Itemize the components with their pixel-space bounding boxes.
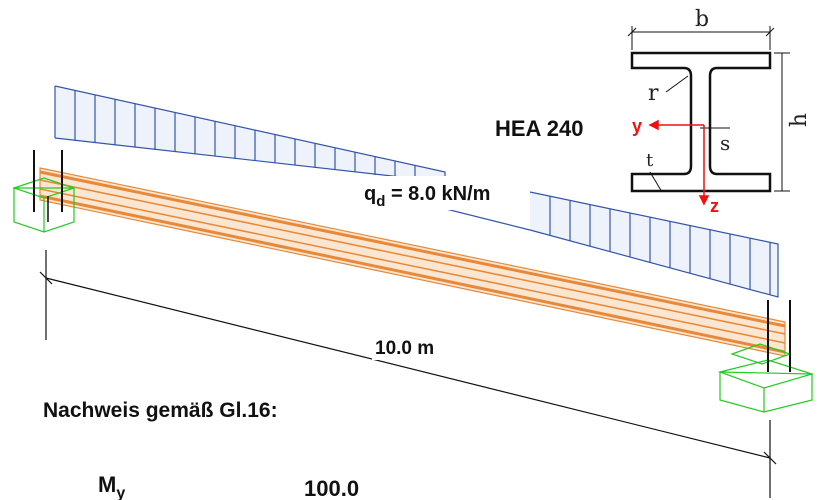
svg-text:10.0 m: 10.0 m (375, 338, 434, 359)
dim-r-arrow (665, 75, 689, 93)
dim-r-label: r (648, 81, 659, 106)
cross-section: b h r s t y z (495, 7, 812, 216)
load-label: qd = 8.0 kN/m (360, 176, 530, 210)
svg-text:qd = 8.0 kN/m: qd = 8.0 kN/m (364, 183, 490, 210)
load-value: = 8.0 kN/m (385, 183, 490, 205)
load-subscript: d (376, 193, 385, 210)
moment-label: My (98, 472, 125, 500)
dim-b-line (627, 26, 775, 50)
support-right (717, 300, 815, 413)
moment-value: 100.0 (304, 476, 359, 500)
section-axes (648, 119, 710, 206)
support-left (12, 150, 76, 233)
span-dimension (39, 250, 777, 498)
dim-t-line (649, 171, 663, 193)
load-segment-left (54, 85, 446, 183)
section-name: HEA 240 (495, 116, 583, 141)
dim-h-line (774, 52, 790, 192)
distributed-load (54, 85, 779, 298)
i-beam-outline (630, 51, 772, 193)
dim-t-label: t (646, 150, 654, 171)
dim-b-label: b (695, 7, 709, 32)
check-heading: Nachweis gemäß Gl.16: (43, 399, 278, 422)
dim-s-label: s (720, 131, 730, 155)
span-label: 10.0 m (372, 336, 456, 360)
axis-y-label: y (632, 116, 642, 136)
load-symbol: q (364, 183, 376, 205)
dim-h-label: h (787, 113, 812, 127)
beam (39, 167, 786, 357)
axis-z-label: z (710, 196, 719, 216)
